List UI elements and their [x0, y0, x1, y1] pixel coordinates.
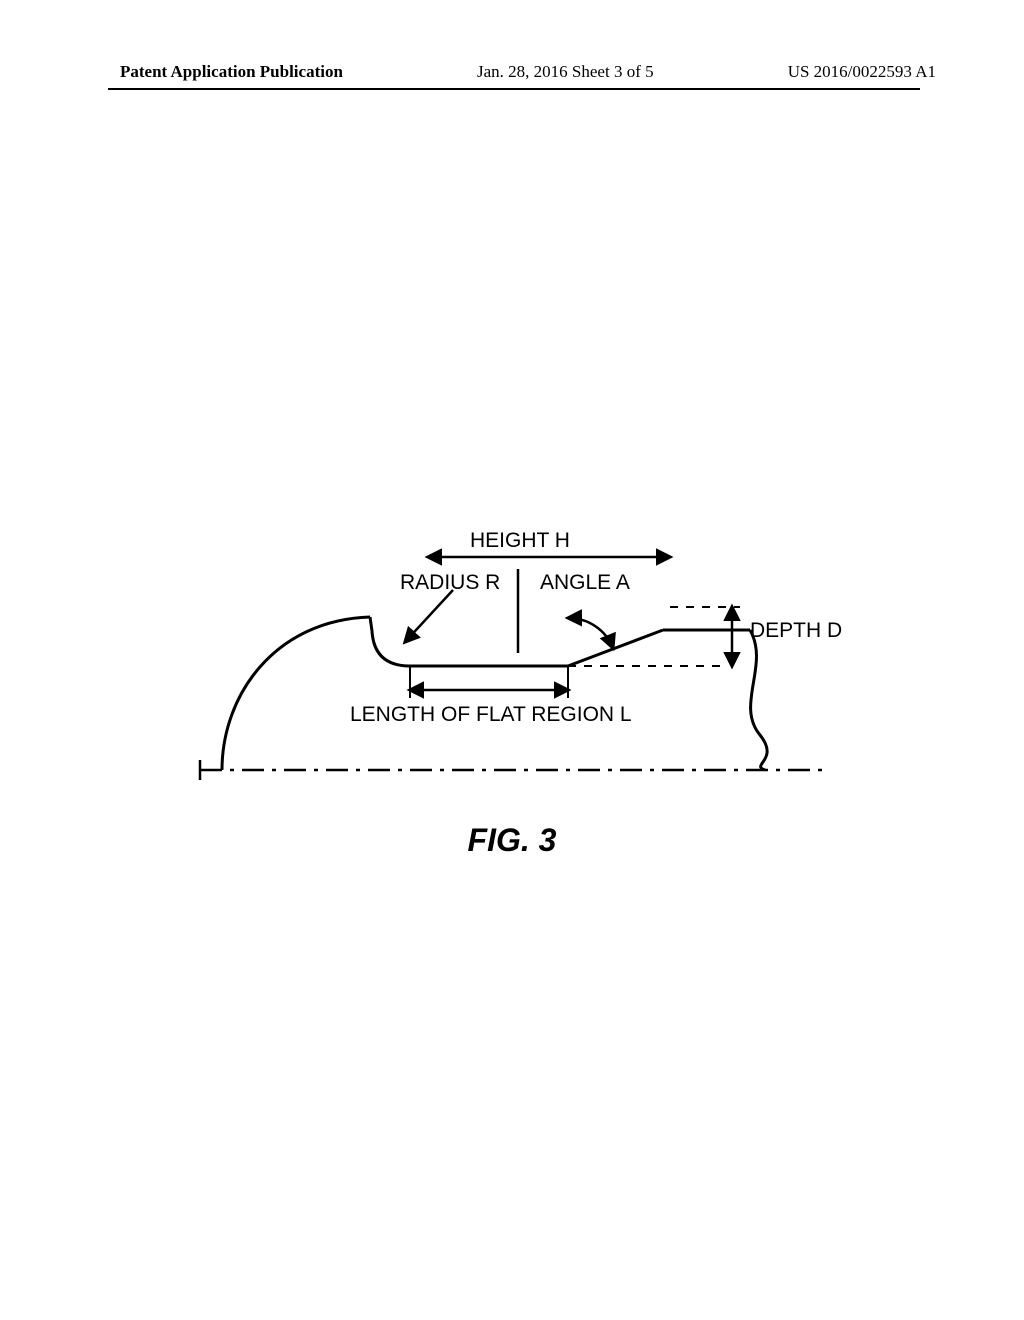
label-depth: DEPTH D — [750, 619, 842, 643]
profile-ramp — [568, 630, 663, 666]
profile-dome — [222, 617, 370, 770]
figure-caption: FIG. 3 — [0, 822, 1024, 859]
dim-angle-arc — [568, 618, 613, 648]
label-radius: RADIUS R — [400, 571, 500, 595]
diagram-svg — [170, 535, 870, 815]
header-center: Jan. 28, 2016 Sheet 3 of 5 — [477, 62, 654, 82]
header-left: Patent Application Publication — [120, 62, 343, 82]
profile-step-radius — [370, 617, 410, 666]
break-line-right — [750, 630, 767, 770]
label-flat: LENGTH OF FLAT REGION L — [350, 703, 632, 727]
label-height: HEIGHT H — [470, 529, 570, 553]
figure-3: HEIGHT H RADIUS R ANGLE A DEPTH D LENGTH… — [170, 535, 870, 815]
page-header: Patent Application Publication Jan. 28, … — [0, 62, 1024, 82]
label-angle: ANGLE A — [540, 571, 630, 595]
leader-radius — [405, 590, 453, 642]
header-right: US 2016/0022593 A1 — [788, 62, 936, 82]
header-rule — [108, 88, 920, 90]
